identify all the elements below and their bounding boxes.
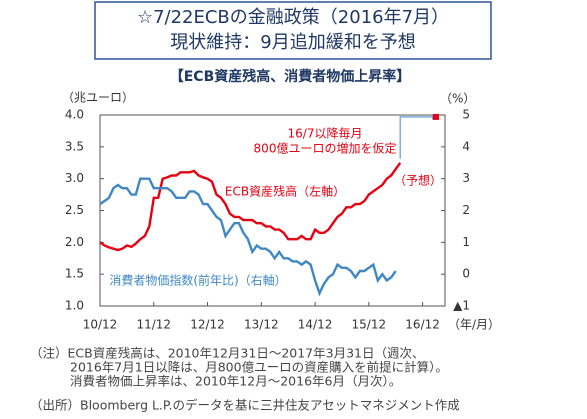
series-label: 消費者物価指数(前年比)（右軸） bbox=[109, 273, 286, 288]
x-tick-label: 16/12 bbox=[405, 318, 440, 332]
y-tick-label: 2.5 bbox=[65, 203, 84, 217]
chart-title: 【ECB資産残高、消費者物価上昇率】 bbox=[170, 68, 411, 85]
series-label: ECB資産残高（左軸） bbox=[225, 184, 345, 199]
y-tick-label: 3.0 bbox=[65, 171, 84, 185]
forecast-label: （予想） bbox=[394, 173, 442, 188]
series-line bbox=[99, 177, 397, 297]
x-axis-label: （年/月） bbox=[448, 318, 500, 332]
note: 消費者物価上昇率は、2010年12月～2016年6月（月次）。 bbox=[70, 374, 401, 389]
y2-axis-label: （%） bbox=[440, 92, 475, 106]
y-tick-label: 3.5 bbox=[65, 139, 84, 153]
annotation: 800億ユーロの増加を仮定 bbox=[254, 141, 397, 156]
note: （出所）Bloomberg L.P.のデータを基に三井住友アセットマネジメント作… bbox=[30, 398, 460, 413]
y2-tick-label: 5 bbox=[462, 108, 470, 122]
y-tick-label: 1.5 bbox=[65, 267, 84, 281]
series-line bbox=[99, 162, 402, 252]
y2-tick-label: 2 bbox=[462, 203, 470, 217]
x-tick-label: 13/12 bbox=[244, 318, 279, 332]
y-tick-label: 4.0 bbox=[65, 108, 84, 122]
header-box bbox=[94, 1, 492, 60]
forecast-line bbox=[399, 116, 433, 159]
header-line: ☆7/22ECBの金融政策（2016年7月） bbox=[137, 7, 449, 28]
y2-tick-label: 1 bbox=[462, 235, 470, 249]
forecast-marker bbox=[433, 113, 440, 120]
x-tick-label: 11/12 bbox=[136, 318, 171, 332]
x-tick-label: 14/12 bbox=[298, 318, 333, 332]
x-tick-label: 10/12 bbox=[83, 318, 118, 332]
x-tick-label: 15/12 bbox=[352, 318, 387, 332]
note: （注）ECB資産残高は、2010年12月31日～2017年3月31日（週次、 bbox=[30, 346, 425, 361]
y2-tick-label: 0 bbox=[462, 267, 470, 281]
y-tick-label: 2.0 bbox=[65, 235, 84, 249]
y-axis-label: （兆ユーロ） bbox=[62, 91, 134, 105]
y2-tick-label: ▲1 bbox=[453, 299, 470, 313]
note: 2016年7月1日以降は、月800億ユーロの資産購入を前提に計算）。 bbox=[70, 360, 448, 375]
y2-tick-label: 3 bbox=[462, 171, 470, 185]
y2-tick-label: 4 bbox=[462, 139, 470, 153]
annotation: 16/7以降毎月 bbox=[288, 126, 363, 141]
y-tick-label: 1.0 bbox=[65, 299, 84, 313]
x-tick-label: 12/12 bbox=[190, 318, 225, 332]
header-line: 現状維持：9月追加緩和を予想 bbox=[170, 32, 415, 53]
